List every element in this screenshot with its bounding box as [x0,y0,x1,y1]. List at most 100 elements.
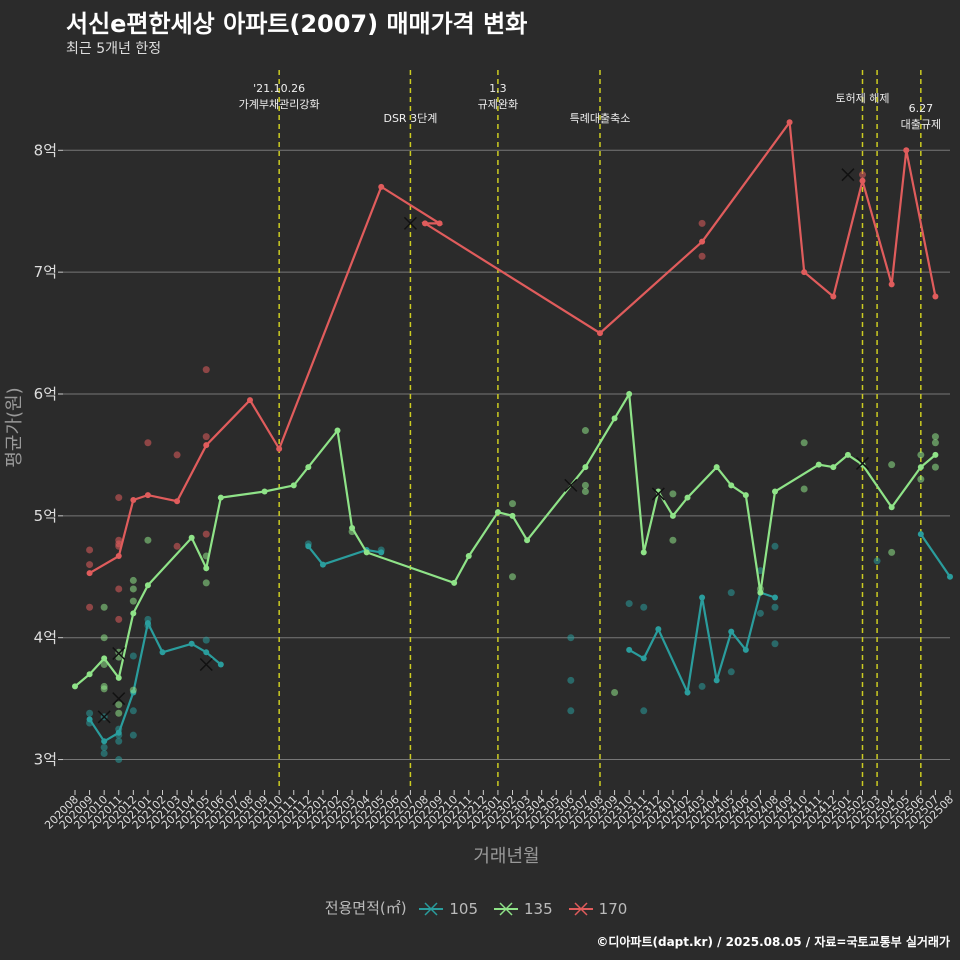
data-point-135 [100,603,108,611]
line-point-105 [742,646,749,653]
event-label: 대출규제 [901,118,941,131]
event-label: 1.3 [489,82,507,95]
line-point-105 [378,549,385,556]
data-point-170 [202,530,210,538]
line-point-135 [844,451,851,458]
line-point-105 [772,594,778,601]
legend-item-105: 105 [417,899,486,918]
series-line-105 [919,533,951,578]
x-marker-105 [112,692,126,706]
legend-label: 135 [524,899,553,918]
line-point-135 [742,492,749,499]
data-point-170 [86,603,94,611]
line-point-105 [699,594,706,601]
line-point-105 [319,561,326,568]
data-point-170 [115,494,123,502]
data-point-105 [625,600,633,608]
line-point-170 [859,177,866,184]
y-tick-label: 8억 [34,141,57,159]
data-point-135 [100,685,108,693]
line-point-105 [188,640,195,647]
event-label: 규제완화 [478,98,518,111]
line-point-135 [203,565,210,572]
data-point-105 [756,567,764,575]
line-point-135 [188,534,195,541]
data-point-105 [100,749,108,757]
y-tick-label: 3억 [34,751,57,769]
line-point-135 [72,683,78,690]
data-point-105 [640,707,648,715]
event-label: 토허제 해제 [835,91,889,105]
data-point-135 [917,475,925,483]
series-line-105 [307,545,382,566]
y-tick-label: 4억 [34,629,57,647]
line-point-135 [524,537,531,544]
data-point-135 [888,461,896,469]
line-point-105 [115,729,122,736]
series-line-105 [88,619,222,743]
line-point-135 [334,427,341,434]
legend-key-icon [568,902,593,916]
data-point-105 [567,707,575,715]
line-point-135 [669,512,676,519]
data-point-135 [509,500,516,508]
line-point-105 [947,573,953,580]
data-point-170 [173,451,181,459]
data-point-135 [917,451,925,459]
line-point-105 [101,738,108,745]
line-point-135 [932,451,939,458]
line-point-135 [815,461,822,468]
line-point-170 [786,119,793,126]
line-point-170 [130,497,137,503]
data-point-135 [931,433,939,441]
line-point-105 [655,626,662,633]
data-point-135 [100,634,108,642]
data-point-170 [86,546,94,554]
data-point-135 [144,536,152,544]
event-label: DSR 3단계 [383,112,437,125]
line-point-135 [290,482,297,489]
line-point-105 [640,655,647,662]
line-point-135 [494,509,501,516]
data-point-135 [888,548,896,556]
data-point-170 [859,171,866,179]
line-point-105 [626,646,633,653]
data-point-105 [129,731,137,739]
data-point-105 [115,737,123,745]
series-line-105 [628,591,776,697]
line-point-105 [203,649,210,656]
line-point-170 [86,570,93,577]
line-point-135 [611,415,618,422]
line-point-135 [130,610,137,617]
data-point-135 [115,701,123,709]
data-point-105 [640,603,648,611]
source-caption: ©디아파트(dapt.kr) / 2025.08.05 / 자료=국토교통부 실… [596,935,950,949]
line-point-135 [859,461,866,468]
line-point-170 [597,330,603,337]
line-point-105 [728,628,735,635]
y-axis-label: 평균가(원) [4,387,25,467]
data-point-135 [581,427,589,435]
line-point-170 [422,220,428,227]
line-point-170 [174,498,181,505]
line-point-170 [903,147,910,154]
legend-key-icon [494,902,519,916]
data-point-105 [129,707,137,715]
y-tick-label: 6억 [34,385,57,403]
line-point-170 [203,442,210,449]
x-marker-170 [403,216,417,230]
data-point-170 [698,219,706,227]
event-label: 특례대출축소 [570,112,631,125]
data-point-105 [873,557,881,565]
data-point-135 [100,660,108,668]
line-point-135 [757,589,764,596]
data-point-135 [931,463,939,471]
line-point-105 [144,620,151,627]
data-point-135 [611,689,619,697]
line-point-135 [115,674,122,681]
data-point-105 [100,743,108,751]
line-point-105 [684,689,691,696]
chart-subtitle: 최근 5개년 한정 [66,41,162,57]
data-point-135 [509,573,516,581]
